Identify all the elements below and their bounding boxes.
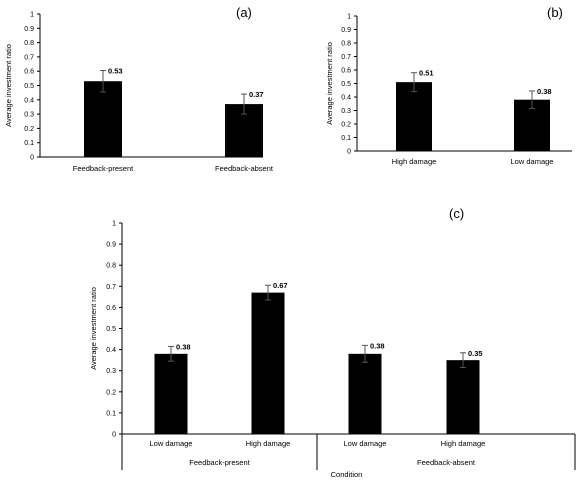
y-tick-label: 0.2 — [106, 389, 116, 396]
y-tick-label: 0.6 — [341, 68, 351, 75]
y-tick-label: 0.8 — [341, 41, 351, 48]
bar — [396, 82, 432, 151]
y-tick-label: 0.7 — [106, 284, 116, 291]
panel-label: (a) — [236, 5, 252, 20]
bar — [251, 292, 285, 434]
y-axis-title: Average investment ratio — [89, 287, 98, 370]
y-tick-label: 0 — [30, 155, 34, 162]
category-label: Feedback-present — [73, 164, 134, 173]
y-axis-title: Average investment ratio — [4, 44, 13, 127]
category-label: Low damage — [511, 157, 554, 166]
y-tick-label: 0.9 — [24, 26, 34, 33]
group-label: Feedback-present — [189, 458, 250, 467]
y-tick-label: 0 — [112, 432, 116, 439]
data-label: 0.53 — [108, 66, 123, 75]
y-tick-label: 0.1 — [106, 410, 116, 417]
panel-label: (b) — [547, 5, 563, 20]
y-tick-label: 0.6 — [24, 69, 34, 76]
y-tick-label: 0.7 — [24, 54, 34, 61]
y-tick-label: 1 — [347, 14, 351, 21]
y-tick-label: 0.8 — [106, 263, 116, 270]
y-tick-label: 0.3 — [106, 368, 116, 375]
y-tick-label: 0.4 — [341, 95, 351, 102]
data-label: 0.38 — [370, 341, 385, 350]
y-axis-title: Average investment ratio — [325, 42, 334, 125]
y-tick-label: 0.7 — [341, 54, 351, 61]
bar — [154, 353, 188, 434]
data-label: 0.67 — [273, 281, 288, 290]
y-tick-label: 0.4 — [106, 347, 116, 354]
category-label: High damage — [246, 439, 291, 448]
category-label: Feedback-absent — [215, 164, 274, 173]
category-label: Low damage — [150, 439, 193, 448]
data-label: 0.51 — [419, 69, 434, 78]
y-tick-label: 1 — [30, 12, 34, 19]
y-tick-label: 0.2 — [24, 126, 34, 133]
panel-label: (c) — [449, 206, 464, 221]
category-label: High damage — [392, 157, 437, 166]
group-label: Feedback-absent — [417, 458, 476, 467]
y-tick-label: 0.3 — [341, 108, 351, 115]
y-tick-label: 0.2 — [341, 122, 351, 129]
y-tick-label: 0.9 — [106, 242, 116, 249]
y-tick-label: 0.4 — [24, 97, 34, 104]
category-label: Low damage — [344, 439, 387, 448]
y-tick-label: 0 — [347, 149, 351, 156]
data-label: 0.38 — [537, 87, 552, 96]
y-tick-label: 0.5 — [106, 326, 116, 333]
data-label: 0.37 — [249, 90, 264, 99]
y-tick-label: 0.5 — [341, 81, 351, 88]
bar — [84, 81, 122, 157]
bar — [348, 353, 382, 434]
y-tick-label: 0.1 — [341, 135, 351, 142]
y-tick-label: 0.8 — [24, 40, 34, 47]
data-label: 0.35 — [468, 349, 483, 358]
y-tick-label: 0.3 — [24, 112, 34, 119]
y-tick-label: 0.1 — [24, 140, 34, 147]
y-tick-label: 0.9 — [341, 27, 351, 34]
y-tick-label: 0.5 — [24, 83, 34, 90]
data-label: 0.38 — [176, 342, 191, 351]
y-tick-label: 1 — [112, 221, 116, 228]
y-tick-label: 0.6 — [106, 305, 116, 312]
bar — [446, 360, 480, 434]
x-axis-title: Condition — [331, 470, 363, 479]
category-label: High damage — [441, 439, 486, 448]
